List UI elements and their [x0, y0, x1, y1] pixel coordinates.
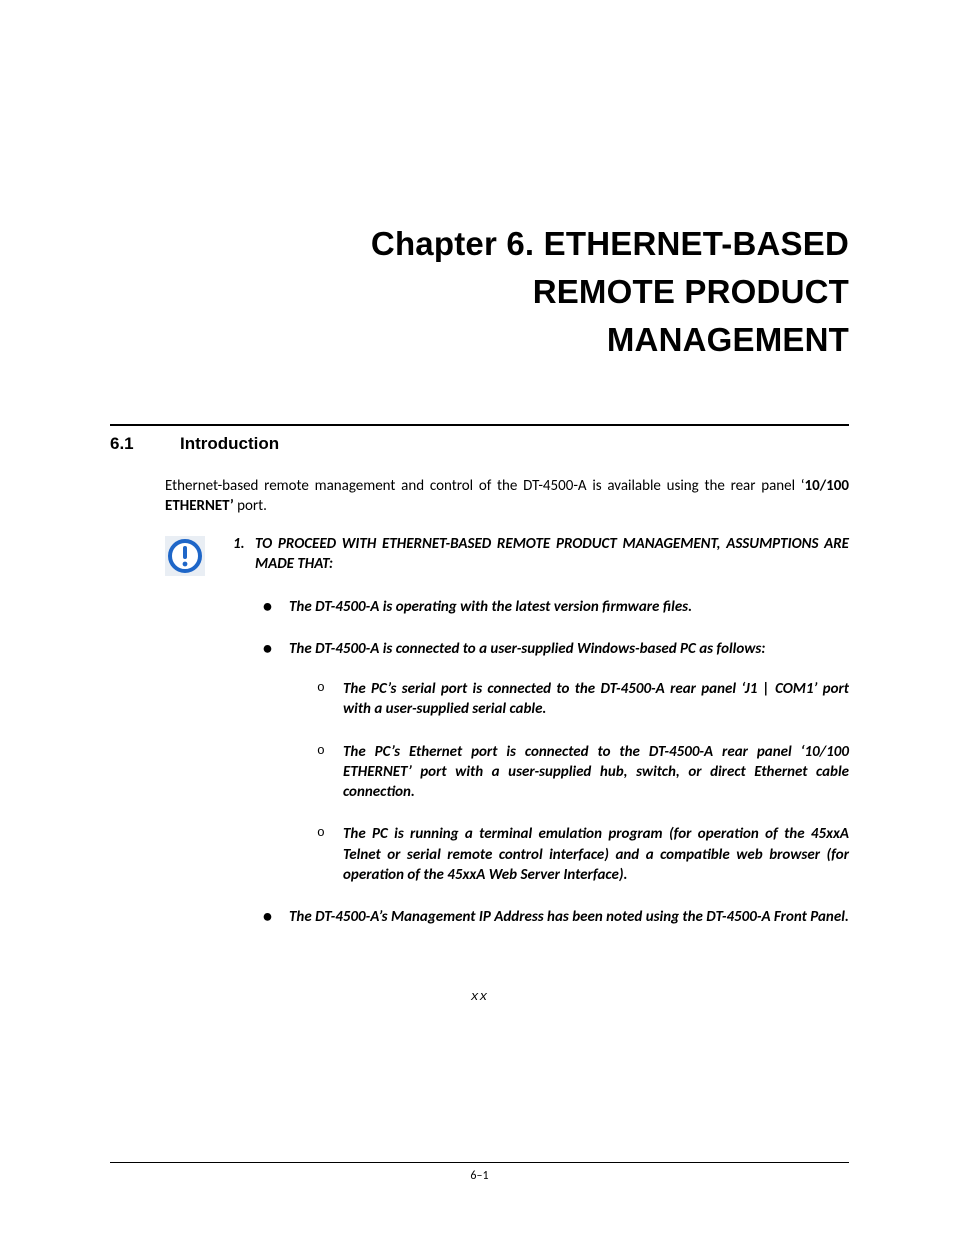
chapter-title-line-1: Chapter 6. ETHERNET-BASED: [371, 225, 849, 262]
page-number: 6–1: [110, 1169, 849, 1183]
intro-post: port.: [234, 497, 267, 515]
footer-rule: [110, 1162, 849, 1163]
important-icon: [165, 536, 205, 576]
page-footer: 6–1: [110, 1162, 849, 1183]
section-rule: [110, 424, 849, 426]
note-bullet-list: The DT-4500-A is operating with the late…: [263, 597, 849, 928]
note-sub-bullet-list: The PC’s serial port is connected to the…: [317, 679, 849, 885]
note-lead-number: 1.: [233, 534, 255, 575]
section-heading: 6.1 Introduction: [110, 434, 849, 454]
document-page: Chapter 6. ETHERNET-BASED REMOTE PRODUCT…: [0, 0, 954, 1235]
note-sub-bullet: The PC is running a terminal emulation p…: [317, 824, 849, 885]
section-number: 6.1: [110, 434, 180, 454]
xx-mark: xx: [110, 989, 849, 1004]
chapter-title: Chapter 6. ETHERNET-BASED REMOTE PRODUCT…: [110, 220, 849, 364]
note-lead-text: TO PROCEED WITH ETHERNET-BASED REMOTE PR…: [255, 534, 849, 575]
note-content: 1. TO PROCEED WITH ETHERNET-BASED REMOTE…: [233, 534, 849, 949]
note-bullet: The DT-4500-A is operating with the late…: [263, 597, 849, 617]
intro-pre: Ethernet-based remote management and con…: [165, 477, 805, 495]
note-bullet: The DT-4500-A’s Management IP Address ha…: [263, 907, 849, 927]
section-title: Introduction: [180, 434, 279, 454]
note-sub-bullet: The PC’s serial port is connected to the…: [317, 679, 849, 720]
important-note: 1. TO PROCEED WITH ETHERNET-BASED REMOTE…: [165, 534, 849, 949]
note-lead: 1. TO PROCEED WITH ETHERNET-BASED REMOTE…: [233, 534, 849, 575]
note-sub-bullet: The PC’s Ethernet port is connected to t…: [317, 742, 849, 803]
note-bullet: The DT-4500-A is connected to a user-sup…: [263, 639, 849, 885]
intro-paragraph: Ethernet-based remote management and con…: [165, 476, 849, 517]
note-bullet-text: The DT-4500-A is connected to a user-sup…: [289, 640, 765, 658]
chapter-title-line-3: MANAGEMENT: [607, 321, 849, 358]
chapter-title-line-2: REMOTE PRODUCT: [533, 273, 849, 310]
